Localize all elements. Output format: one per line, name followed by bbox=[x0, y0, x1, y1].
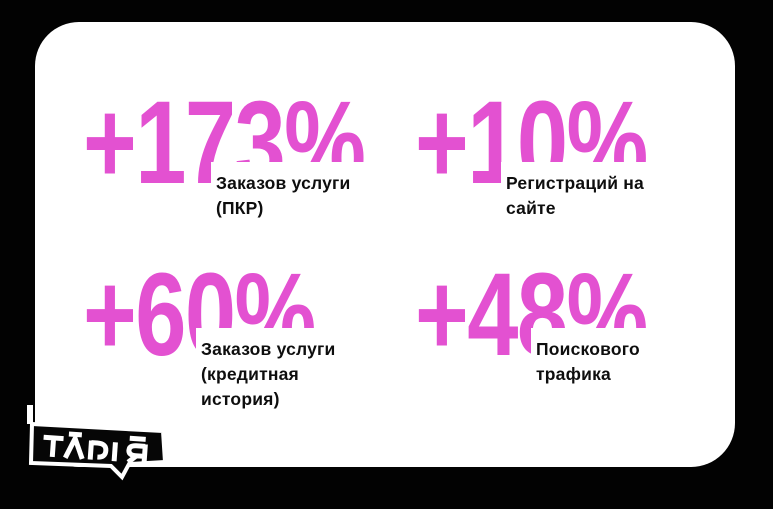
logo-letter-p bbox=[87, 440, 109, 460]
stat-label-line: Заказов услуги bbox=[201, 339, 336, 359]
stat-label: Заказов услуги (ПКР) bbox=[211, 162, 369, 225]
stat-label-line: история) bbox=[201, 389, 280, 409]
stat-label-line: Регистраций на bbox=[506, 173, 644, 193]
logo-letter-r bbox=[126, 435, 148, 465]
stat-label: Заказов услуги (кредитная история) bbox=[196, 328, 354, 416]
stat-label-line: сайте bbox=[506, 198, 556, 218]
tapir-logo: TAPIR bbox=[27, 405, 168, 481]
stat-label: Поискового трафика bbox=[531, 328, 658, 391]
stat-label-line: Заказов услуги bbox=[216, 173, 351, 193]
stats-card: +173% Заказов услуги (ПКР) +10% Регистра… bbox=[35, 22, 735, 467]
logo-letter-i bbox=[111, 442, 118, 462]
stat-label-line: (кредитная bbox=[201, 364, 299, 384]
logo-letter-a bbox=[63, 431, 85, 460]
logo-antenna-mark bbox=[27, 405, 33, 424]
stat-label-line: Поискового bbox=[536, 339, 640, 359]
stat-label-line: трафика bbox=[536, 364, 611, 384]
stat-label: Регистраций на сайте bbox=[501, 162, 662, 225]
logo-letters bbox=[43, 431, 148, 465]
stat-label-line: (ПКР) bbox=[216, 198, 264, 218]
logo-letter-t bbox=[43, 434, 64, 458]
